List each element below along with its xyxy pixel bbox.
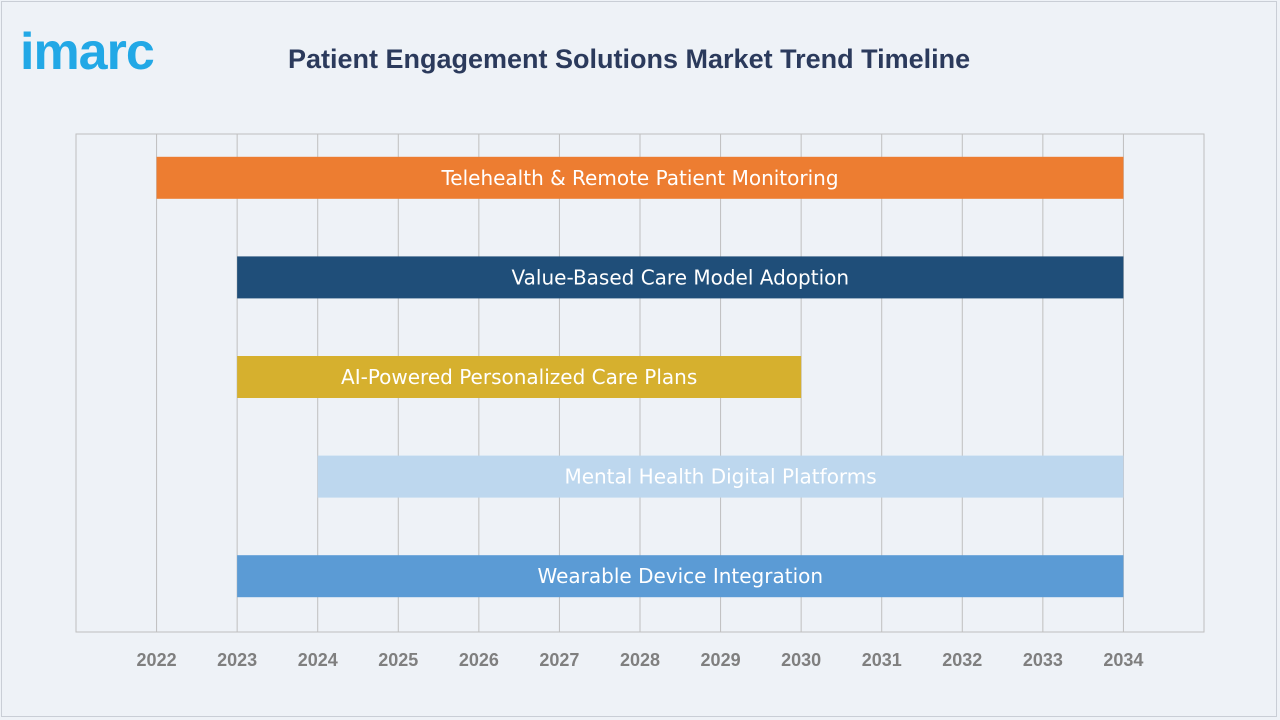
timeline-bar bbox=[237, 256, 1124, 299]
x-tick-label: 2029 bbox=[701, 650, 741, 670]
x-tick-label: 2028 bbox=[620, 650, 660, 670]
timeline-bar bbox=[156, 156, 1124, 199]
x-tick-label: 2027 bbox=[539, 650, 579, 670]
x-tick-label: 2032 bbox=[942, 650, 982, 670]
timeline-bar bbox=[237, 555, 1124, 598]
bar-label: Wearable Device Integration bbox=[538, 564, 824, 588]
x-tick-label: 2022 bbox=[137, 650, 177, 670]
imarc-logo: imarc bbox=[20, 23, 155, 81]
x-tick-label: 2030 bbox=[781, 650, 821, 670]
x-tick-label: 2026 bbox=[459, 650, 499, 670]
x-tick-label: 2031 bbox=[862, 650, 902, 670]
bar-label: Mental Health Digital Platforms bbox=[564, 465, 876, 489]
x-tick-label: 2034 bbox=[1103, 650, 1143, 670]
bar-label: Value-Based Care Model Adoption bbox=[512, 265, 850, 289]
x-tick-label: 2033 bbox=[1023, 650, 1063, 670]
bar-label: AI-Powered Personalized Care Plans bbox=[341, 365, 697, 389]
bar-label: Telehealth & Remote Patient Monitoring bbox=[440, 166, 838, 190]
timeline-bar bbox=[317, 455, 1124, 498]
x-tick-label: 2024 bbox=[298, 650, 338, 670]
chart-title: Patient Engagement Solutions Market Tren… bbox=[288, 44, 971, 74]
x-tick-label: 2023 bbox=[217, 650, 257, 670]
x-tick-label: 2025 bbox=[378, 650, 418, 670]
timeline-bar bbox=[237, 356, 802, 398]
